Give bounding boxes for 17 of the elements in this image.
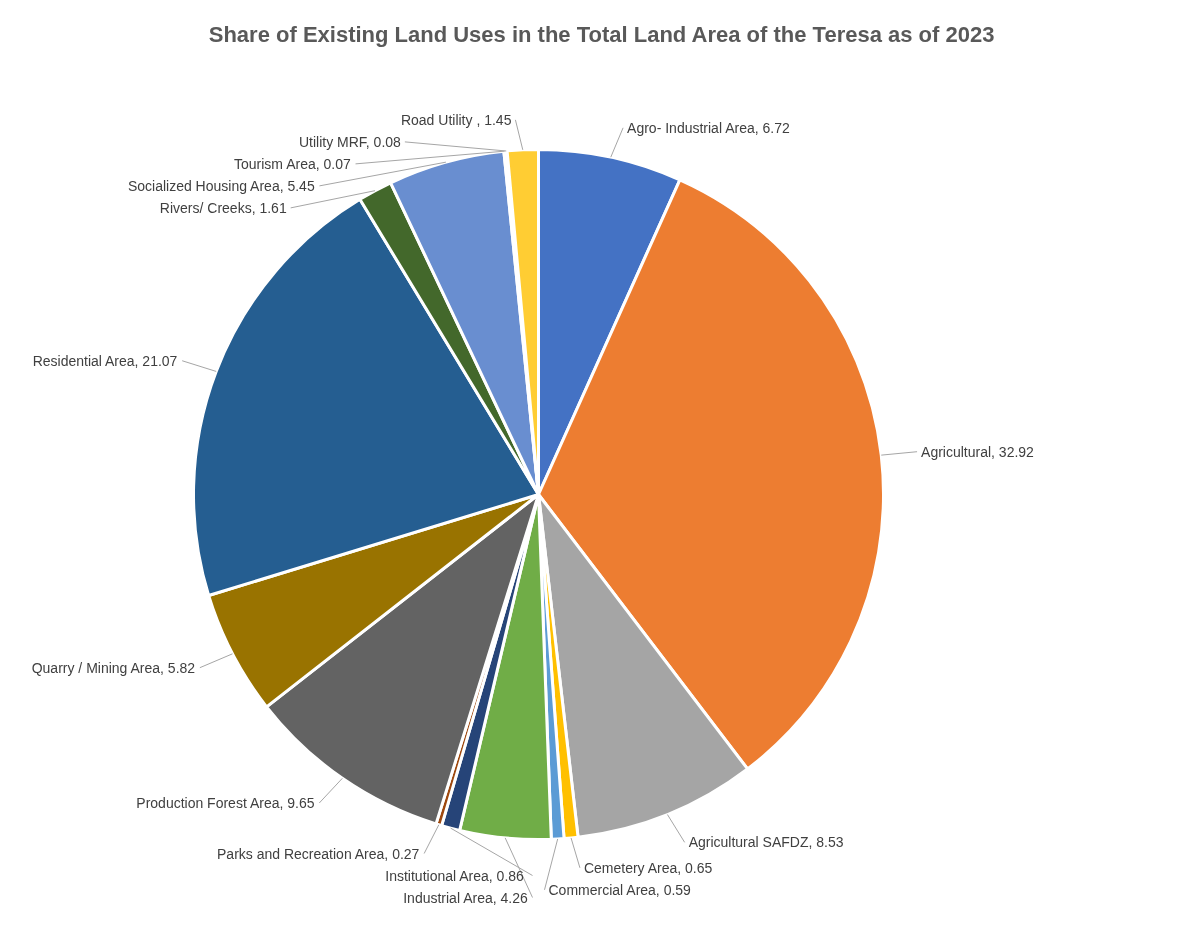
slice-label: Cemetery Area, 0.65 [583, 859, 713, 876]
slice-label: Institutional Area, 0.86 [385, 867, 525, 884]
slice-label: Parks and Recreation Area, 0.27 [217, 845, 420, 862]
slice-label: Agro- Industrial Area, 6.72 [627, 119, 790, 136]
slice-label: Residential Area, 21.07 [32, 352, 178, 369]
slice-label: Road Utility , 1.45 [400, 111, 512, 128]
slice-label: Agricultural SAFDZ, 8.53 [688, 834, 844, 851]
slice-label: Production Forest Area, 9.65 [136, 794, 315, 811]
slice-label: Tourism Area, 0.07 [234, 155, 351, 172]
chart-title: Share of Existing Land Uses in the Total Land Area of the Teresa as of 2023 [208, 22, 995, 47]
slice-label: Utility MRF, 0.08 [298, 133, 402, 150]
slice-label: Quarry / Mining Area, 5.82 [31, 659, 196, 676]
slice-label: Industrial Area, 4.26 [403, 889, 528, 906]
slice-label: Agricultural, 32.92 [921, 443, 1035, 460]
slice-label: Commercial Area, 0.59 [548, 881, 692, 898]
slice-label: Rivers/ Creeks, 1.61 [159, 199, 287, 216]
slice-label: Socialized Housing Area, 5.45 [127, 177, 315, 194]
